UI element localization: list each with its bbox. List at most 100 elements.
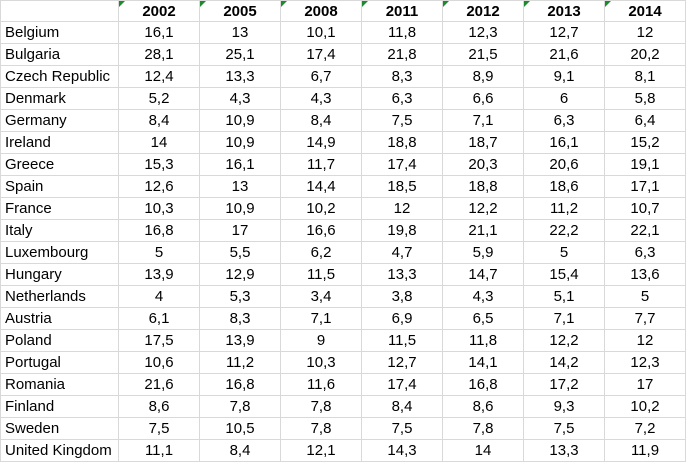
cell: 5 bbox=[118, 241, 200, 264]
text-flag bbox=[605, 1, 611, 7]
table-row: Spain 12,6 13 14,4 18,5 18,8 18,6 17,1 bbox=[0, 175, 686, 198]
cell: 22,1 bbox=[604, 219, 686, 242]
row-label: Bulgaria bbox=[0, 43, 119, 66]
cell: 6 bbox=[523, 87, 605, 110]
row-label: Austria bbox=[0, 307, 119, 330]
row-label: Greece bbox=[0, 153, 119, 176]
cell: 17,2 bbox=[523, 373, 605, 396]
cell: 16,6 bbox=[280, 219, 362, 242]
text-flag bbox=[200, 1, 206, 7]
cell: 11,7 bbox=[280, 153, 362, 176]
cell: 11,5 bbox=[361, 329, 443, 352]
text-flag bbox=[281, 1, 287, 7]
cell: 7,5 bbox=[361, 109, 443, 132]
cell: 6,9 bbox=[361, 307, 443, 330]
cell: 12 bbox=[604, 21, 686, 44]
table-row: Portugal 10,6 11,2 10,3 12,7 14,1 14,2 12,3 bbox=[0, 351, 686, 374]
table-row: Netherlands 4 5,3 3,4 3,8 4,3 5,1 5 bbox=[0, 285, 686, 308]
row-label: Portugal bbox=[0, 351, 119, 374]
cell: 21,6 bbox=[118, 373, 200, 396]
cell: 3,4 bbox=[280, 285, 362, 308]
cell: 21,1 bbox=[442, 219, 524, 242]
cell: 22,2 bbox=[523, 219, 605, 242]
cell: 15,4 bbox=[523, 263, 605, 286]
cell: 11,5 bbox=[280, 263, 362, 286]
cell: 17,5 bbox=[118, 329, 200, 352]
cell: 5,3 bbox=[199, 285, 281, 308]
cell: 7,5 bbox=[361, 417, 443, 440]
cell: 14,1 bbox=[442, 351, 524, 374]
cell: 10,9 bbox=[199, 197, 281, 220]
cell: 12,7 bbox=[523, 21, 605, 44]
cell: 12,3 bbox=[604, 351, 686, 374]
text-flag bbox=[443, 1, 449, 7]
table-row: Sweden 7,5 10,5 7,8 7,5 7,8 7,5 7,2 bbox=[0, 417, 686, 440]
cell: 5 bbox=[604, 285, 686, 308]
cell: 14 bbox=[118, 131, 200, 154]
cell: 10,3 bbox=[118, 197, 200, 220]
cell: 12,9 bbox=[199, 263, 281, 286]
cell: 13,3 bbox=[361, 263, 443, 286]
table-row: Hungary 13,9 12,9 11,5 13,3 14,7 15,4 13,6 bbox=[0, 263, 686, 286]
cell: 10,1 bbox=[280, 21, 362, 44]
cell: 10,3 bbox=[280, 351, 362, 374]
cell: 4,7 bbox=[361, 241, 443, 264]
cell: 7,8 bbox=[280, 417, 362, 440]
cell: 9,1 bbox=[523, 65, 605, 88]
cell: 5,1 bbox=[523, 285, 605, 308]
column-header: 2013 bbox=[523, 0, 605, 22]
cell: 13 bbox=[199, 175, 281, 198]
cell: 12,6 bbox=[118, 175, 200, 198]
cell: 18,7 bbox=[442, 131, 524, 154]
cell: 17,1 bbox=[604, 175, 686, 198]
cell: 16,1 bbox=[523, 131, 605, 154]
cell: 14,4 bbox=[280, 175, 362, 198]
cell: 11,8 bbox=[361, 21, 443, 44]
cell: 7,1 bbox=[523, 307, 605, 330]
cell: 9 bbox=[280, 329, 362, 352]
row-label: Netherlands bbox=[0, 285, 119, 308]
cell: 17 bbox=[199, 219, 281, 242]
cell: 13,6 bbox=[604, 263, 686, 286]
cell: 15,3 bbox=[118, 153, 200, 176]
column-header: 2008 bbox=[280, 0, 362, 22]
cell: 7,7 bbox=[604, 307, 686, 330]
text-flag bbox=[524, 1, 530, 7]
cell: 5 bbox=[523, 241, 605, 264]
cell: 11,6 bbox=[280, 373, 362, 396]
cell: 16,8 bbox=[199, 373, 281, 396]
cell: 7,2 bbox=[604, 417, 686, 440]
cell: 6,7 bbox=[280, 65, 362, 88]
cell: 8,3 bbox=[199, 307, 281, 330]
cell: 7,1 bbox=[280, 307, 362, 330]
column-header: 2012 bbox=[442, 0, 524, 22]
cell: 12,4 bbox=[118, 65, 200, 88]
row-label: Ireland bbox=[0, 131, 119, 154]
text-flag bbox=[362, 1, 368, 7]
cell: 16,1 bbox=[118, 21, 200, 44]
cell: 12,2 bbox=[442, 197, 524, 220]
cell: 16,8 bbox=[118, 219, 200, 242]
cell: 4 bbox=[118, 285, 200, 308]
table-body: Belgium 16,1 13 10,1 11,8 12,3 12,7 12 Bulgaria 2… bbox=[0, 21, 686, 462]
cell: 10,9 bbox=[199, 131, 281, 154]
cell: 21,6 bbox=[523, 43, 605, 66]
row-label: Sweden bbox=[0, 417, 119, 440]
cell: 8,9 bbox=[442, 65, 524, 88]
column-header: 2005 bbox=[199, 0, 281, 22]
table-row: Greece 15,3 16,1 11,7 17,4 20,3 20,6 19,1 bbox=[0, 153, 686, 176]
cell: 14,2 bbox=[523, 351, 605, 374]
cell: 12,7 bbox=[361, 351, 443, 374]
cell: 14 bbox=[442, 439, 524, 462]
cell: 8,4 bbox=[199, 439, 281, 462]
header-row: 2002 2005 2008 2011 2012 2013 2014 bbox=[0, 0, 686, 22]
table-row: Belgium 16,1 13 10,1 11,8 12,3 12,7 12 bbox=[0, 21, 686, 44]
row-label: Czech Republic bbox=[0, 65, 119, 88]
cell: 8,1 bbox=[604, 65, 686, 88]
cell: 11,1 bbox=[118, 439, 200, 462]
row-label: Belgium bbox=[0, 21, 119, 44]
cell: 11,9 bbox=[604, 439, 686, 462]
table-row: Germany 8,4 10,9 8,4 7,5 7,1 6,3 6,4 bbox=[0, 109, 686, 132]
cell: 11,2 bbox=[523, 197, 605, 220]
